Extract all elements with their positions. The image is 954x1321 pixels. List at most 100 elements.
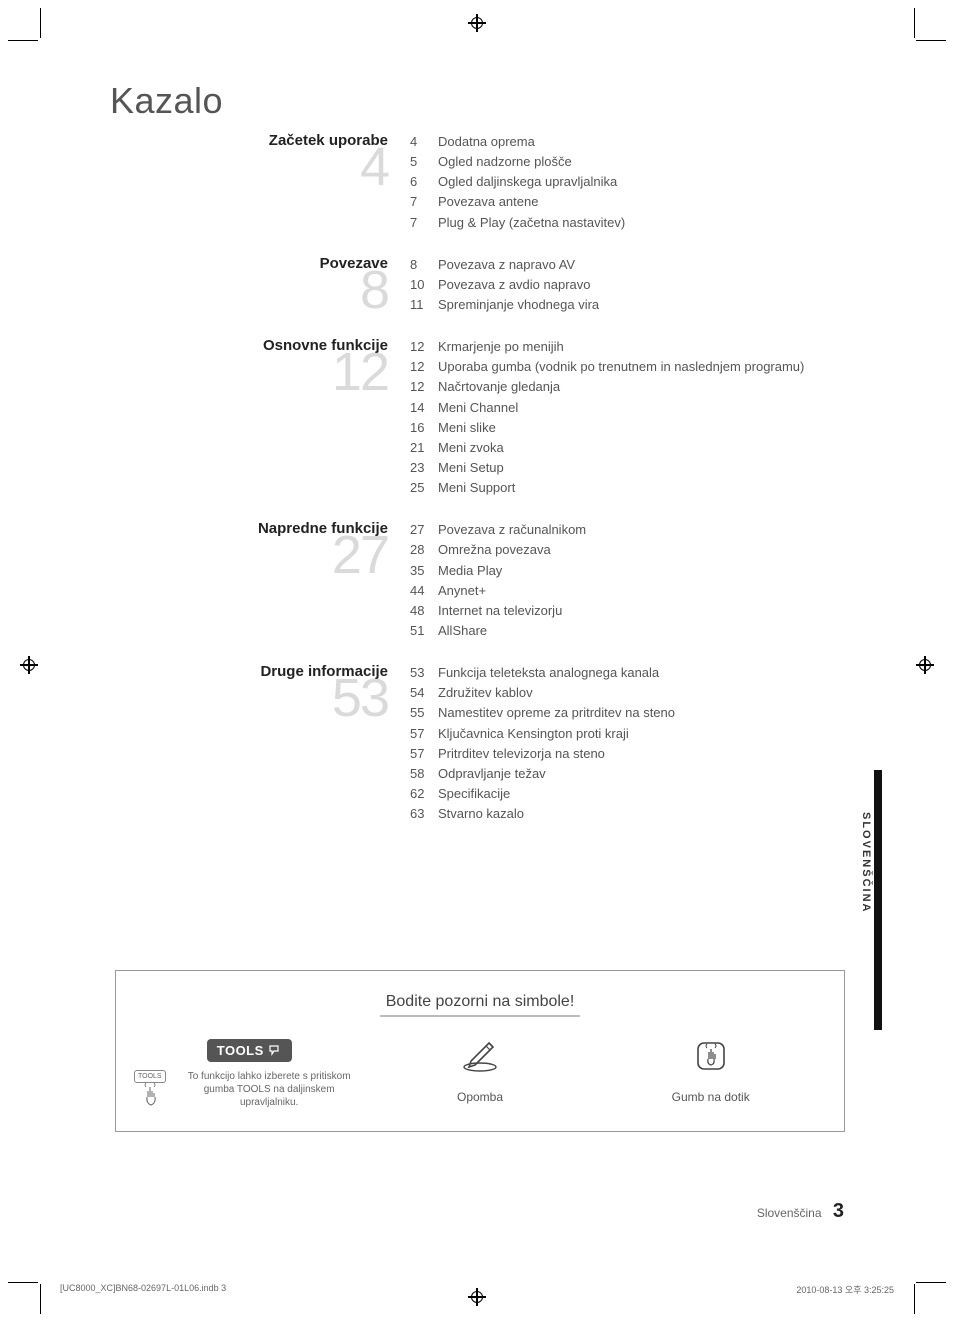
section-heading: Povezave8 (110, 255, 410, 315)
toc-page: 53 (410, 663, 438, 683)
corner-mark (8, 1282, 38, 1312)
toc-section: Osnovne funkcije1212Krmarjenje po meniji… (110, 337, 870, 498)
toc-page: 35 (410, 561, 438, 581)
toc-row: 57Pritrditev televizorja na steno (410, 744, 870, 764)
toc-page: 51 (410, 621, 438, 641)
toc-row: 28Omrežna povezava (410, 540, 870, 560)
note-caption: Opomba (365, 1090, 596, 1104)
symbol-note: Opomba (365, 1039, 596, 1104)
section-items: 8Povezava z napravo AV10Povezava z avdio… (410, 255, 870, 315)
toc-page: 11 (410, 295, 438, 315)
symbols-title: Bodite pozorni na simbole! (134, 993, 826, 1011)
toc-row: 14Meni Channel (410, 398, 870, 418)
toc-text: Funkcija teleteksta analognega kanala (438, 663, 870, 683)
footer-lang: Slovenščina (757, 1206, 822, 1220)
toc-text: Plug & Play (začetna nastavitev) (438, 213, 870, 233)
toc-section: Napredne funkcije2727Povezava z računaln… (110, 520, 870, 641)
toc-text: Krmarjenje po menijih (438, 337, 870, 357)
toc-text: Spreminjanje vhodnega vira (438, 295, 870, 315)
toc-row: 12Krmarjenje po menijih (410, 337, 870, 357)
toc-text: Združitev kablov (438, 683, 870, 703)
tools-desc: TOOLS To funkcijo lahko izberete s priti… (134, 1070, 365, 1109)
section-heading: Osnovne funkcije12 (110, 337, 410, 498)
toc-text: Odpravljanje težav (438, 764, 870, 784)
toc-row: 53Funkcija teleteksta analognega kanala (410, 663, 870, 683)
toc-text: Ogled daljinskega upravljalnika (438, 172, 870, 192)
toc-text: Ogled nadzorne plošče (438, 152, 870, 172)
toc-page: 16 (410, 418, 438, 438)
toc-text: Uporaba gumba (vodnik po trenutnem in na… (438, 357, 870, 377)
section-label: Povezave (110, 255, 388, 272)
corner-mark (916, 1282, 946, 1312)
toc-text: Meni zvoka (438, 438, 870, 458)
section-number: 27 (332, 528, 388, 582)
toc-row: 62Specifikacije (410, 784, 870, 804)
corner-mark (914, 8, 944, 38)
symbol-tools: TOOLS TOOLS To funkcijo lahko izberete s… (134, 1039, 365, 1109)
toc-row: 54Združitev kablov (410, 683, 870, 703)
page-footer: Slovenščina 3 (0, 1200, 954, 1223)
toc-text: Stvarno kazalo (438, 804, 870, 824)
toc-row: 11Spreminjanje vhodnega vira (410, 295, 870, 315)
toc-page: 10 (410, 275, 438, 295)
toc-text: Meni slike (438, 418, 870, 438)
toc-page: 7 (410, 192, 438, 212)
toc-page: 23 (410, 458, 438, 478)
symbol-touch: Gumb na dotik (595, 1039, 826, 1104)
toc-row: 35Media Play (410, 561, 870, 581)
toc-row: 21Meni zvoka (410, 438, 870, 458)
toc-text: Povezava z napravo AV (438, 255, 870, 275)
toc-text: Pritrditev televizorja na steno (438, 744, 870, 764)
touch-caption: Gumb na dotik (595, 1090, 826, 1104)
toc-row: 16Meni slike (410, 418, 870, 438)
toc-page: 55 (410, 703, 438, 723)
footer-page-number: 3 (833, 1200, 844, 1222)
section-heading: Začetek uporabe4 (110, 132, 410, 233)
toc-text: Povezava z računalnikom (438, 520, 870, 540)
toc-section: Začetek uporabe44Dodatna oprema5Ogled na… (110, 132, 870, 233)
toc-row: 7Plug & Play (začetna nastavitev) (410, 213, 870, 233)
toc-text: Media Play (438, 561, 870, 581)
toc-text: Meni Channel (438, 398, 870, 418)
toc-row: 63Stvarno kazalo (410, 804, 870, 824)
section-number: 4 (360, 140, 388, 194)
tab-marker (874, 770, 882, 1030)
toc-text: Specifikacije (438, 784, 870, 804)
toc-row: 7Povezava antene (410, 192, 870, 212)
toc-text: AllShare (438, 621, 870, 641)
toc-page: 58 (410, 764, 438, 784)
toc-page: 4 (410, 132, 438, 152)
toc-page: 62 (410, 784, 438, 804)
page-content: Kazalo Začetek uporabe44Dodatna oprema5O… (110, 80, 870, 842)
tools-desc-text: To funkcijo lahko izberete s pritiskom g… (174, 1070, 365, 1109)
toc-row: 12Uporaba gumba (vodnik po trenutnem in … (410, 357, 870, 377)
toc-page: 54 (410, 683, 438, 703)
toc-page: 57 (410, 724, 438, 744)
toc-page: 57 (410, 744, 438, 764)
toc-text: Meni Setup (438, 458, 870, 478)
toc-row: 4Dodatna oprema (410, 132, 870, 152)
toc-page: 6 (410, 172, 438, 192)
toc-page: 8 (410, 255, 438, 275)
pencil-icon (459, 1039, 501, 1073)
toc-row: 12Načrtovanje gledanja (410, 377, 870, 397)
toc-page: 14 (410, 398, 438, 418)
toc-text: Povezava antene (438, 192, 870, 212)
section-number: 53 (332, 671, 388, 725)
toc-row: 25Meni Support (410, 478, 870, 498)
toc-page: 5 (410, 152, 438, 172)
symbols-box: Bodite pozorni na simbole! TOOLS TOOLS T… (115, 970, 845, 1132)
toc-row: 58Odpravljanje težav (410, 764, 870, 784)
toc-text: Namestitev opreme za pritrditev na steno (438, 703, 870, 723)
section-number: 8 (360, 263, 388, 317)
toc-text: Načrtovanje gledanja (438, 377, 870, 397)
toc-page: 25 (410, 478, 438, 498)
toc-text: Meni Support (438, 478, 870, 498)
section-heading: Napredne funkcije27 (110, 520, 410, 641)
section-items: 27Povezava z računalnikom28Omrežna povez… (410, 520, 870, 641)
section-items: 4Dodatna oprema5Ogled nadzorne plošče6Og… (410, 132, 870, 233)
section-number: 12 (332, 345, 388, 399)
toc-page: 21 (410, 438, 438, 458)
corner-mark (916, 40, 946, 70)
touch-icon (690, 1039, 732, 1073)
